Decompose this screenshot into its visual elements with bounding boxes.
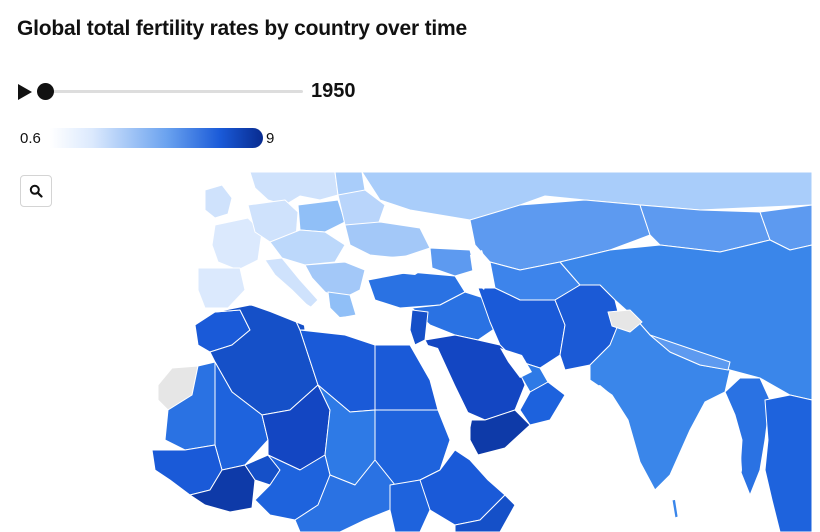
color-legend: 0.6 9 [20,128,300,150]
legend-max-label: 9 [266,130,275,147]
region-yemen[interactable] [469,409,531,456]
page-title: Global total fertility rates by country … [17,17,467,40]
arabian-sea [510,385,640,532]
atlantic-ocean [0,160,200,532]
legend-min-label: 0.6 [20,130,41,147]
region-indochina[interactable] [764,394,813,532]
region-south-sudan[interactable] [389,479,431,532]
caspian-sea [470,250,490,290]
region-scandinavia[interactable] [249,171,339,206]
black-sea [378,255,430,275]
bay-of-bengal [675,400,742,532]
region-france[interactable] [211,217,263,271]
zoom-button[interactable] [20,175,52,207]
search-icon [29,184,43,198]
timeline-controls: 1950 [17,80,377,104]
region-iberia[interactable] [197,267,246,309]
region-egypt[interactable] [374,344,439,411]
persian-gulf [500,348,532,378]
region-levant[interactable] [409,309,429,346]
mediterranean-sea [240,295,410,340]
timeline-slider-track[interactable] [45,90,303,93]
region-kashmir[interactable] [607,309,643,333]
region-baltics-belarus[interactable] [337,189,386,226]
region-somalia-kenya[interactable] [454,494,516,532]
region-italy[interactable] [264,257,319,309]
region-greece[interactable] [327,291,357,319]
legend-gradient-bar [50,128,263,148]
region-poland[interactable] [297,199,346,233]
region-central-europe[interactable] [269,229,346,266]
region-ukraine[interactable] [344,221,431,259]
play-icon [18,84,32,100]
timeline-slider-thumb[interactable] [37,83,54,100]
region-nepal-bhutan[interactable] [649,334,731,371]
region-caucasus[interactable] [429,247,476,277]
region-russia[interactable] [361,171,813,221]
red-sea [428,345,472,440]
play-button[interactable] [17,82,33,102]
region-bangladesh-myanmar[interactable] [724,377,771,496]
current-year-label: 1950 [311,80,356,102]
region-uk-ireland[interactable] [204,184,233,219]
